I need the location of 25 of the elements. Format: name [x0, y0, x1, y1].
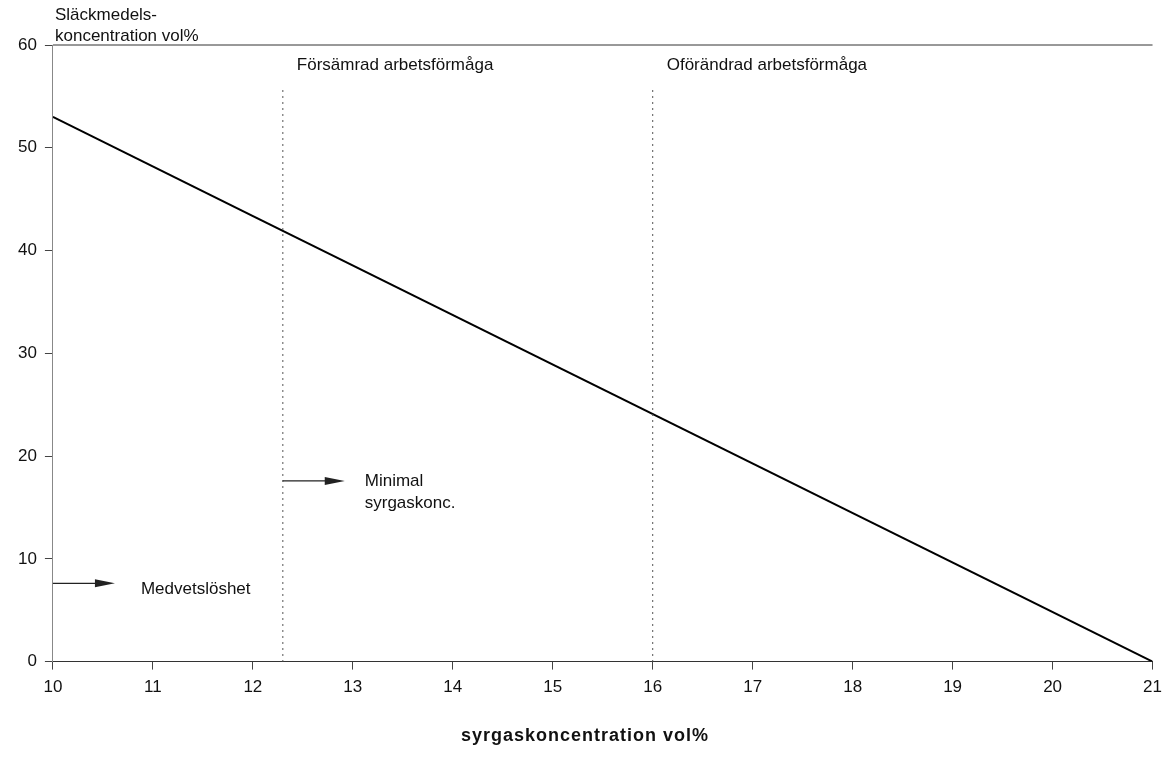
x-axis-title: syrgaskoncentration vol%	[459, 725, 711, 746]
x-tick-label: 13	[343, 677, 363, 697]
y-tick-label: 30	[17, 342, 37, 362]
x-tick-label: 20	[1043, 677, 1063, 697]
x-tick-label: 10	[43, 677, 63, 697]
x-tick-label: 15	[543, 677, 563, 697]
x-tick-label: 14	[443, 677, 463, 697]
x-tick-label: 17	[743, 677, 763, 697]
annotation: Medvetslöshet	[140, 578, 251, 598]
x-tick-label: 21	[1143, 677, 1163, 697]
ref-line-label: Försämrad arbetsförmåga	[296, 54, 494, 74]
x-tick-label: 19	[943, 677, 963, 697]
y-tick-label: 40	[17, 240, 37, 260]
x-tick-label: 11	[144, 677, 162, 697]
ref-line-label: Oförändrad arbetsförmåga	[666, 54, 868, 74]
y-axis-title: Släckmedels- koncentration vol%	[55, 4, 199, 46]
x-tick-label: 16	[643, 677, 663, 697]
x-tick-label: 18	[843, 677, 863, 697]
y-tick-label: 20	[17, 445, 37, 465]
y-tick-label: 0	[27, 651, 37, 671]
annotation: Minimal syrgaskonc.	[364, 470, 456, 512]
y-tick-label: 60	[17, 34, 37, 54]
x-tick-label: 12	[243, 677, 263, 697]
y-tick-label: 10	[17, 548, 37, 568]
y-tick-label: 50	[17, 137, 37, 157]
